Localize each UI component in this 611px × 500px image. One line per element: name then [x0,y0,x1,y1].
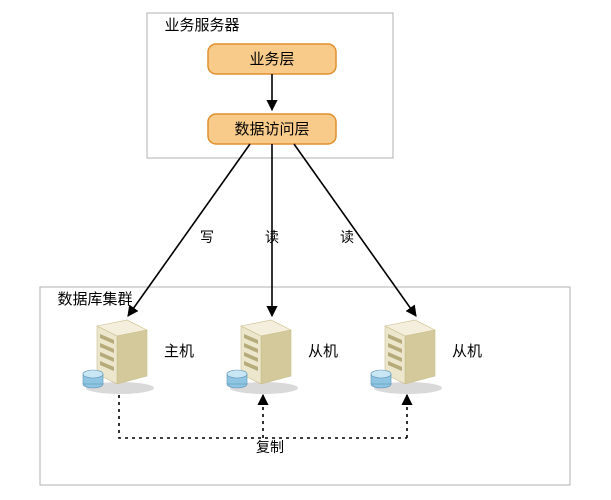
arrow-dal-to-slave2: 读 [294,144,416,316]
replication-bus: 复制 [119,395,407,455]
arrow-dal-to-slave2-label: 读 [340,229,354,245]
biz-layer-node: 业务层 [208,44,336,74]
server-slave2-icon [371,320,442,394]
server-master-label: 主机 [164,343,194,360]
server-slave2-label: 从机 [452,343,482,360]
cluster-group-title: 数据库集群 [57,291,132,308]
data-access-layer-node: 数据访问层 [208,114,336,144]
replication-label: 复制 [256,439,284,455]
app-group-title: 业务服务器 [164,17,239,34]
arrow-dal-to-slave1: 读 [265,144,279,316]
server-master-icon [83,320,154,394]
server-slave1-icon [227,320,298,394]
server-slave1-label: 从机 [308,343,338,360]
arrow-dal-to-master-label: 写 [200,229,214,245]
arrow-dal-to-master: 写 [128,144,250,316]
arrow-dal-to-slave1-label: 读 [265,229,279,245]
biz-layer-node-label: 业务层 [249,51,294,68]
data-access-layer-node-label: 数据访问层 [234,121,309,138]
